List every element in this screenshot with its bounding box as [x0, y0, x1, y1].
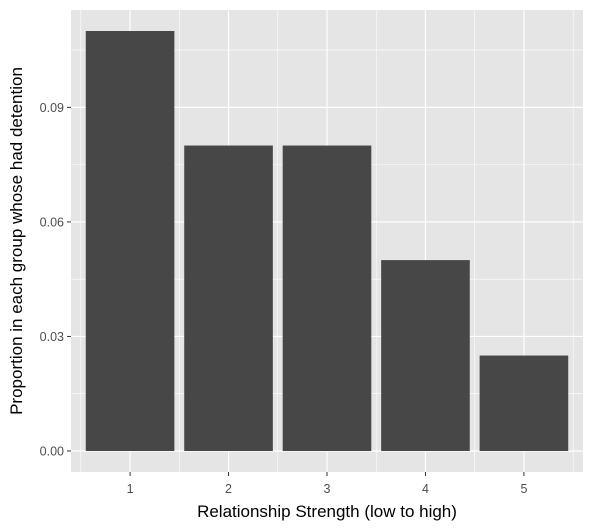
y-tick-label: 0.00 [40, 445, 64, 459]
bar-4 [381, 260, 470, 451]
x-tick-label: 4 [422, 482, 429, 496]
x-axis-title: Relationship Strength (low to high) [197, 502, 457, 521]
x-tick-label: 1 [127, 482, 134, 496]
y-axis-title: Proportion in each group whose had deten… [7, 67, 26, 415]
y-axis: 0.00 0.03 0.06 0.09 [40, 101, 71, 459]
y-tick-label: 0.09 [40, 101, 64, 115]
bar-1 [85, 31, 175, 451]
x-tick-label: 3 [324, 482, 331, 496]
x-tick-label: 5 [520, 482, 527, 496]
bar-5 [479, 355, 569, 451]
bar-3 [282, 145, 372, 451]
y-tick-label: 0.06 [40, 215, 64, 229]
y-tick-label: 0.03 [40, 330, 64, 344]
x-axis: 1 2 3 4 5 [127, 472, 527, 496]
bar-2 [184, 145, 273, 451]
x-tick-label: 2 [225, 482, 232, 496]
bars [85, 31, 569, 451]
